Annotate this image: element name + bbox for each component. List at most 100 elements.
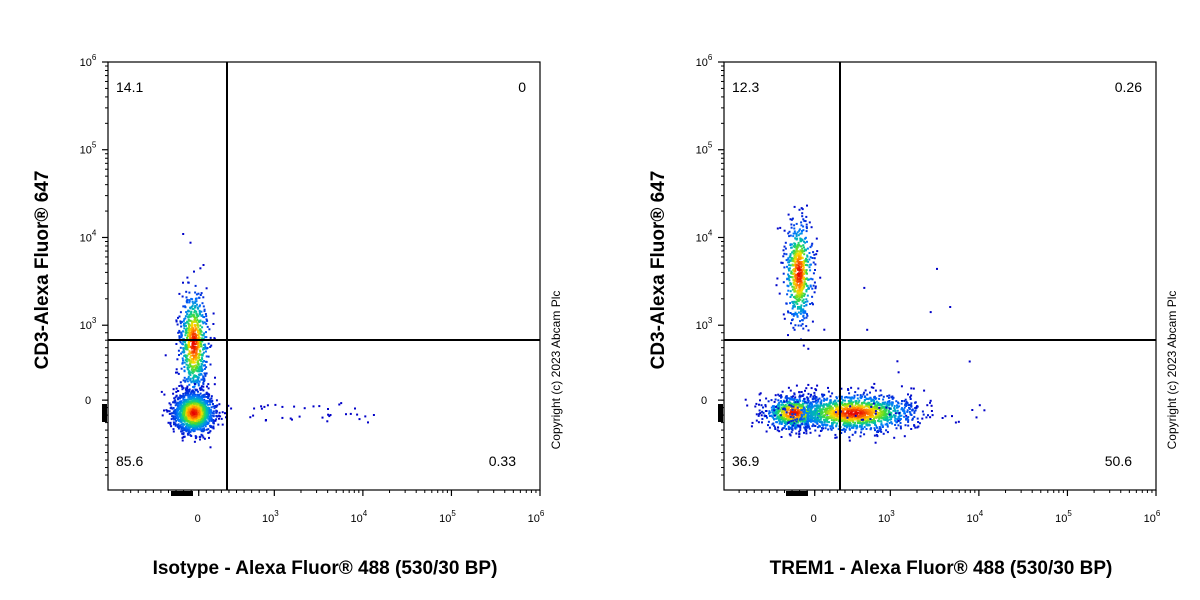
event-dot-cd3-neg <box>181 416 184 419</box>
event-dot-cd3-pos <box>798 208 801 211</box>
event-dot-cd3-neg-trem-pos <box>842 423 845 426</box>
event-dot-cd3-pos <box>188 315 191 318</box>
event-dot-cd3-neg <box>212 422 215 425</box>
event-dot-cd3-neg-trem-neg <box>805 402 808 405</box>
event-dot-cd3-neg <box>180 400 183 403</box>
event-dot-cd3-pos <box>190 354 193 357</box>
event-dot-cd3-pos <box>201 354 204 357</box>
event-dot-cd3-pos <box>191 321 194 324</box>
event-dot-cd3-neg <box>198 417 201 420</box>
event-dot-cd3-neg-trem-pos <box>860 426 863 429</box>
event-dot-cd3-neg <box>183 423 186 426</box>
event-dot-cd3-neg-trem-pos <box>879 414 881 417</box>
event-dot-cd3-neg <box>188 420 191 423</box>
event-dot-cd3-neg-trem-pos <box>866 423 869 426</box>
event-dot-cd3-neg-trem-neg <box>782 403 785 406</box>
event-dot-cd3-neg-trem-neg <box>788 426 791 429</box>
event-dot-cd3-neg-trem-neg <box>804 389 806 392</box>
event-dot-cd3-pos <box>797 278 799 281</box>
event-dot-cd3-neg-trem-neg <box>767 400 770 403</box>
event-dot-cd3-pos <box>194 332 197 335</box>
event-dot-cd3-pos <box>803 240 805 243</box>
event-dot-cd3-neg-trem-pos <box>812 397 815 400</box>
event-dot-cd3-neg-trem-neg <box>785 407 788 410</box>
event-dot-cd3-neg-trem-pos <box>843 412 846 415</box>
event-dot-cd3-neg-trem-pos <box>840 397 843 400</box>
event-dot-cd3-neg-trem-pos <box>827 386 829 389</box>
event-dot-cd3-pos <box>798 289 801 292</box>
event-dot-cd3-pos <box>198 311 201 314</box>
event-dot-cd3-pos <box>793 246 796 249</box>
event-dot-cd3-neg-trem-pos <box>896 409 899 412</box>
event-dot-cd3-neg-trem-pos <box>877 401 880 404</box>
x-tick-label: 104 <box>351 509 368 525</box>
y-tick-label: 0 <box>701 395 707 407</box>
event-dot-cd3-pos <box>811 302 814 305</box>
event-dot-cd3-pos <box>813 253 816 256</box>
event-dot-cd3-pos <box>202 383 205 386</box>
event-dot-cd3-neg <box>200 413 203 416</box>
event-dot-cd3-pos <box>194 284 197 287</box>
event-dot-cd3-neg <box>177 423 180 426</box>
event-dot-cd3-pos <box>796 267 799 270</box>
event-dot-cd3-neg-trem-pos <box>816 419 819 422</box>
event-dot-cd3-neg-trem-neg <box>795 416 798 419</box>
event-dot-cd3-neg <box>177 413 180 416</box>
event-dot-cd3-neg <box>204 408 206 411</box>
event-dot-cd3-neg-trem-pos <box>834 433 837 436</box>
y-tick-label: 104 <box>696 228 713 244</box>
event-dot-cd3-pos <box>192 333 195 336</box>
event-dot-cd3-neg-trem-pos <box>848 392 851 395</box>
event-dot-outlier <box>372 414 375 416</box>
event-dot-cd3-pos <box>806 284 808 287</box>
event-dot-cd3-neg-trem-pos <box>927 414 929 417</box>
event-dot-cd3-neg <box>187 409 190 412</box>
event-dot-cd3-neg <box>180 396 183 399</box>
event-dot-cd3-pos <box>175 319 178 322</box>
event-dot-cd3-pos <box>805 316 808 319</box>
event-dot-cd3-neg-trem-pos <box>865 428 868 430</box>
event-dot-cd3-pos <box>795 283 798 286</box>
event-dot-cd3-pos <box>800 296 803 299</box>
event-dot-cd3-neg <box>172 415 175 418</box>
event-dot-cd3-pos <box>784 241 787 244</box>
event-dot-cd3-pos <box>205 331 207 334</box>
event-dot-cd3-neg-trem-pos <box>893 407 896 409</box>
event-dot-cd3-pos <box>795 278 798 281</box>
event-dot-cd3-neg <box>172 417 175 419</box>
event-dot-cd3-neg <box>177 412 179 415</box>
event-dot-cd3-pos <box>195 369 198 372</box>
event-dot-cd3-pos <box>175 371 177 374</box>
event-dot-cd3-pos <box>789 264 792 267</box>
event-dot-cd3-pos <box>807 347 810 350</box>
event-dot-cd3-neg-trem-pos <box>865 397 868 400</box>
event-dot-cd3-pos <box>192 331 195 334</box>
event-dot-cd3-neg-trem-pos <box>859 424 862 427</box>
event-dot-cd3-pos <box>197 344 200 347</box>
event-dot-cd3-neg <box>182 408 184 411</box>
event-dot-cd3-neg <box>177 396 180 399</box>
event-dot-cd3-neg-trem-pos <box>841 429 844 431</box>
event-dot-cd3-pos <box>198 309 201 312</box>
event-dot-cd3-neg <box>187 404 190 407</box>
event-dot-cd3-neg-trem-neg <box>807 426 810 428</box>
event-dot-cd3-pos <box>806 255 809 258</box>
event-dot-cd3-neg-trem-pos <box>835 396 838 399</box>
event-dot-cd3-neg-trem-pos <box>931 414 934 417</box>
event-dot-cd3-pos <box>802 327 805 330</box>
event-dot-cd3-neg-trem-pos <box>905 418 908 421</box>
event-dot-cd3-pos <box>790 218 793 221</box>
event-dot-cd3-neg-trem-pos <box>864 411 867 414</box>
event-dot-outlier <box>318 405 321 408</box>
event-dot-cd3-pos <box>180 321 183 323</box>
event-dot-cd3-pos <box>791 285 794 288</box>
event-dot-cd3-neg <box>194 425 197 428</box>
y-tick-label: 0 <box>85 395 91 407</box>
event-dot-cd3-pos <box>806 254 809 257</box>
event-dot-cd3-neg-trem-neg <box>804 416 807 419</box>
event-dot-cd3-neg <box>188 407 191 410</box>
event-dot-cd3-pos <box>199 328 202 331</box>
event-dot-cd3-neg-trem-pos <box>850 386 853 389</box>
event-dot-cd3-neg-trem-pos <box>799 425 802 428</box>
event-dot-cd3-neg <box>195 397 198 400</box>
